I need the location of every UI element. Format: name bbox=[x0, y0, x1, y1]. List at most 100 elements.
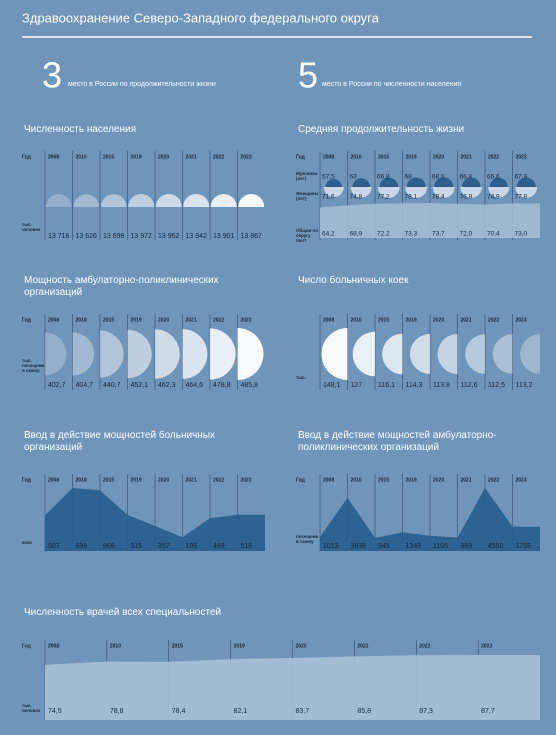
value-label: 13 716 bbox=[48, 233, 70, 240]
half-circle bbox=[406, 177, 426, 187]
value-label: 515 bbox=[131, 543, 143, 550]
year-tick: 2015 bbox=[103, 317, 114, 323]
value-label: 13 699 bbox=[103, 233, 125, 240]
half-circle bbox=[405, 187, 428, 198]
year-tick: 2021 bbox=[461, 317, 472, 323]
chart-title-box: Численность населения bbox=[24, 124, 136, 135]
half-circle bbox=[238, 194, 265, 207]
series-name-box: Мужчины (лет) bbox=[296, 171, 318, 181]
year-tick: 2008 bbox=[48, 154, 59, 160]
year-tick: 2010 bbox=[351, 477, 362, 483]
year-tick: 2015 bbox=[378, 317, 389, 323]
half-circle bbox=[45, 194, 72, 207]
year-tick: 2023 bbox=[516, 477, 527, 483]
half-circle bbox=[100, 330, 124, 378]
value-label: 87,7 bbox=[481, 708, 495, 715]
value-label: 1349 bbox=[406, 543, 422, 550]
year-tick: 2010 bbox=[76, 154, 87, 160]
value-label: 13 972 bbox=[131, 233, 153, 240]
year-tick: 2020 bbox=[158, 154, 169, 160]
half-circle bbox=[465, 334, 485, 374]
year-tick: 2008 bbox=[48, 317, 59, 323]
value-label: 13 942 bbox=[186, 233, 208, 240]
chart-title-box: Ввод в действие мощностей больничных орг… bbox=[24, 430, 215, 453]
series-name: Общая по округу (лет) bbox=[296, 228, 318, 242]
half-circle bbox=[489, 177, 508, 187]
value-label: 78,1 bbox=[405, 194, 418, 201]
half-circle bbox=[492, 334, 513, 374]
half-circle bbox=[73, 194, 99, 207]
value-label: 85,8 bbox=[357, 708, 371, 715]
unit-label-box: тыс. человек bbox=[22, 703, 40, 713]
year-tick: 2023 bbox=[516, 317, 527, 323]
chart-title-box: Численность врачей всех специальностей bbox=[24, 607, 221, 618]
year-tick: 2015 bbox=[103, 477, 114, 483]
value-label: 87,3 bbox=[419, 708, 433, 715]
value-label: 74,8 bbox=[350, 194, 363, 201]
value-label: 68 bbox=[405, 174, 413, 181]
value-label: 507 bbox=[48, 543, 60, 550]
value-label: 76,9 bbox=[460, 194, 473, 201]
year-tick: 2023 bbox=[241, 154, 252, 160]
half-circle bbox=[382, 333, 403, 375]
unit-label: коек bbox=[22, 540, 32, 545]
year-label: Год bbox=[296, 154, 306, 160]
year-tick: 2023 bbox=[516, 154, 527, 160]
value-label: 114,3 bbox=[406, 382, 423, 389]
unit-label-box: тыс. bbox=[296, 375, 306, 380]
year-tick: 2008 bbox=[323, 477, 334, 483]
value-label: 113,2 bbox=[516, 382, 533, 389]
half-circle bbox=[72, 332, 95, 376]
value-label: 70,4 bbox=[487, 231, 500, 238]
year-tick: 2021 bbox=[186, 154, 197, 160]
year-tick: 2020 bbox=[158, 317, 169, 323]
year-tick: 2008 bbox=[323, 317, 334, 323]
value-label: 452,1 bbox=[131, 382, 149, 389]
value-label: 402,7 bbox=[48, 382, 66, 389]
unit-label: тыс. bbox=[296, 375, 306, 380]
value-label: 73,3 bbox=[405, 231, 418, 238]
half-circle bbox=[515, 187, 538, 198]
value-label: 4550 bbox=[488, 543, 504, 550]
value-label: 68,6 bbox=[432, 174, 445, 181]
half-circle bbox=[128, 193, 155, 207]
value-label: 13 626 bbox=[76, 233, 98, 240]
value-label: 127 bbox=[351, 382, 363, 389]
value-label: 72,2 bbox=[377, 231, 390, 238]
unit-label-box: тыс. посещений в смену bbox=[22, 358, 44, 373]
value-label: 113,8 bbox=[433, 382, 450, 389]
value-label: 969 bbox=[461, 543, 473, 550]
fact-text: место в России по численности населения bbox=[322, 81, 461, 88]
value-label: 440,7 bbox=[103, 382, 121, 389]
unit-label-box: коек bbox=[22, 540, 32, 545]
value-label: 469 bbox=[213, 543, 225, 550]
year-label: Год bbox=[22, 154, 32, 160]
chart-title-box: Мощность амбулаторно-поликлинических орг… bbox=[24, 275, 219, 298]
series-name: Женщины (лет) bbox=[296, 191, 319, 201]
year-tick: 2019 bbox=[406, 477, 417, 483]
chart-title: Средняя продолжительность жизни bbox=[298, 124, 465, 135]
chart-title: Число больничных коек bbox=[298, 275, 409, 286]
year-tick: 2022 bbox=[213, 317, 224, 323]
value-label: 3838 bbox=[351, 543, 367, 550]
value-label: 73,7 bbox=[432, 231, 445, 238]
year-tick: 2021 bbox=[186, 477, 197, 483]
value-label: 57,5 bbox=[322, 174, 335, 181]
value-label: 63 bbox=[350, 174, 358, 181]
year-tick: 2020 bbox=[296, 643, 307, 649]
value-label: 78,4 bbox=[172, 708, 186, 715]
value-label: 78,4 bbox=[432, 194, 445, 201]
value-label: 485,8 bbox=[241, 382, 259, 389]
value-label: 66,8 bbox=[377, 174, 390, 181]
series-name: Мужчины (лет) bbox=[296, 171, 318, 181]
value-label: 148,1 bbox=[323, 382, 341, 389]
value-label: 516 bbox=[241, 543, 253, 550]
half-circle bbox=[488, 187, 510, 198]
value-label: 116,1 bbox=[378, 382, 395, 389]
half-circle bbox=[45, 332, 67, 376]
half-circle bbox=[210, 328, 236, 380]
year-tick: 2019 bbox=[406, 154, 417, 160]
year-tick: 2019 bbox=[234, 643, 245, 649]
half-circle bbox=[210, 194, 237, 207]
value-label: 82,1 bbox=[234, 708, 248, 715]
